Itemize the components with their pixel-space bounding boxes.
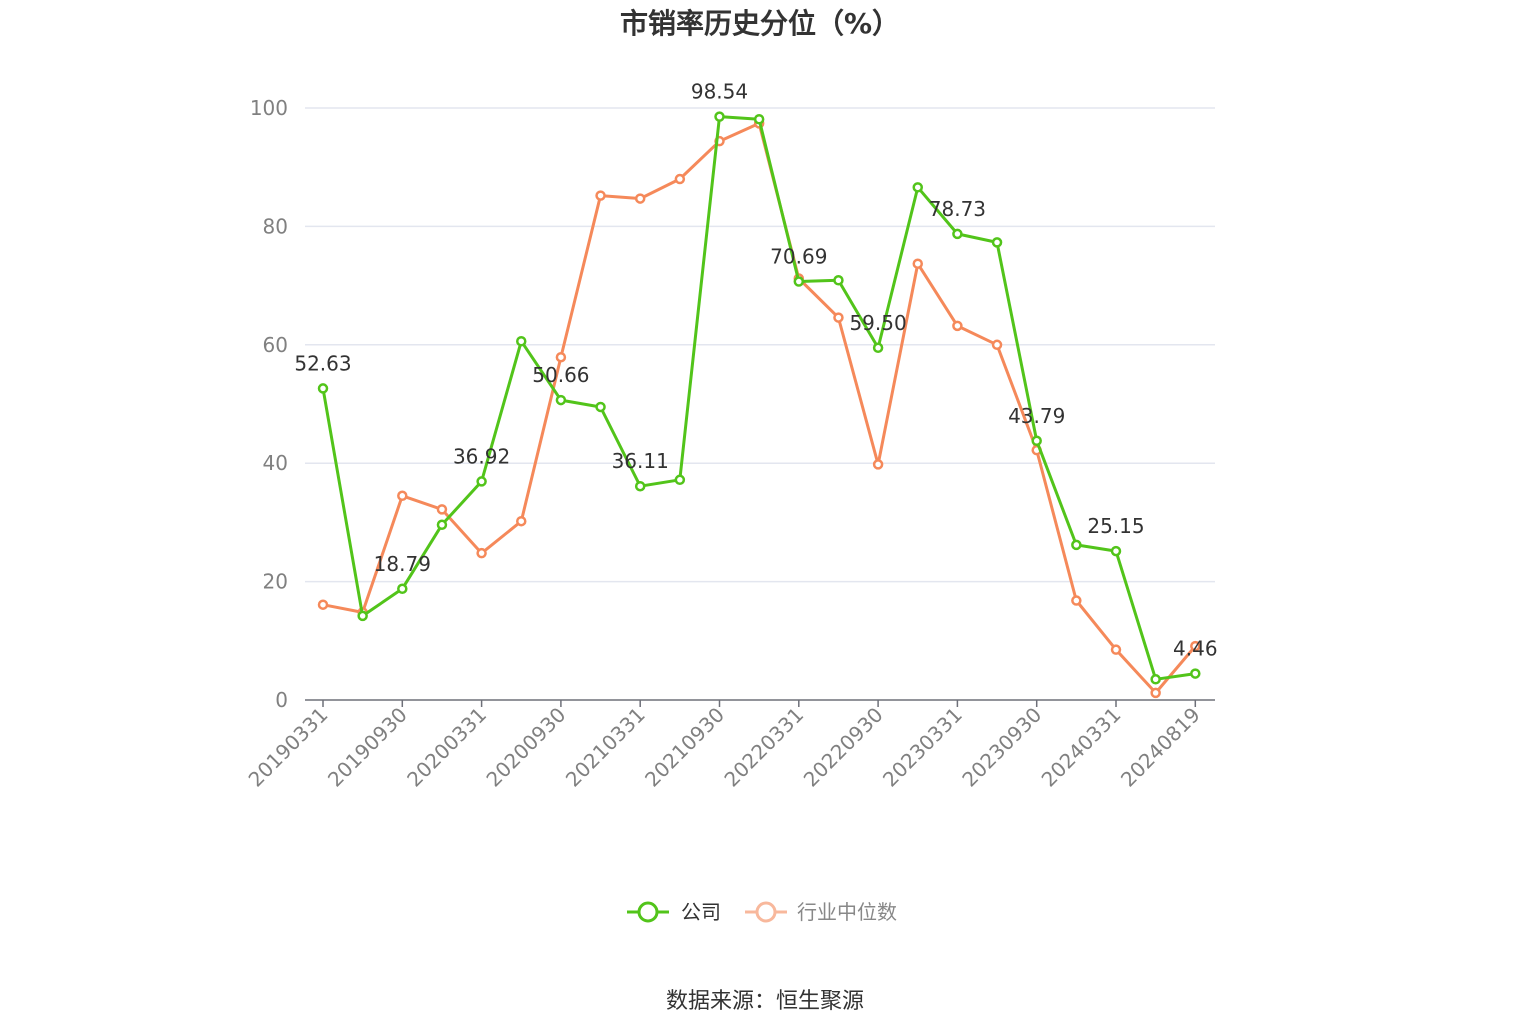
- data-label-20230930: 43.79: [1008, 404, 1065, 428]
- industry-point-20240819: [1190, 640, 1201, 652]
- legend-company-label: 公司: [681, 900, 721, 924]
- x-tick-label-20190331: 20190331: [244, 703, 333, 792]
- x-tick-label-20190930: 20190930: [323, 703, 412, 792]
- industry-point-20210331: [634, 193, 646, 204]
- x-tick-label-20200930: 20200930: [481, 703, 570, 792]
- chart-title: 市销率历史分位（%）: [620, 7, 900, 40]
- company-point-20220930: [872, 342, 884, 354]
- company-line: [321, 115, 1196, 681]
- y-tick-label-0: 0: [275, 688, 288, 712]
- industry-median-series: [317, 118, 1201, 699]
- company-point-20220630: [833, 275, 844, 286]
- company-point-20221231: [912, 182, 923, 193]
- company-point-20240630: [1150, 674, 1161, 685]
- y-tick-label-60: 60: [263, 333, 288, 357]
- y-tick-label-40: 40: [263, 451, 288, 475]
- company-point-20230930: [1031, 435, 1042, 447]
- data-label-20190331: 52.63: [294, 351, 351, 375]
- data-label-20200331: 36.92: [453, 444, 510, 468]
- company-point-20190930: [397, 583, 408, 595]
- industry-point-20210630: [674, 173, 686, 185]
- legend-industry-marker: [755, 901, 777, 923]
- data-label-20240331: 25.15: [1087, 514, 1144, 538]
- industry-point-20230630: [991, 339, 1003, 351]
- industry-point-20230331: [952, 320, 963, 332]
- company-point-20230630: [991, 237, 1003, 248]
- legend-company-marker: [637, 901, 659, 923]
- data-label-20190930: 18.79: [374, 552, 431, 576]
- y-axis-ticks: 0 20 40 60 80 100: [250, 96, 288, 712]
- x-tick-label-20230331: 20230331: [878, 703, 967, 792]
- company-point-20201231: [595, 401, 606, 413]
- x-tick-label-20220930: 20220930: [799, 703, 888, 792]
- y-tick-label-80: 80: [263, 214, 288, 238]
- industry-point-20200930: [555, 351, 567, 363]
- x-tick-label-20240331: 20240331: [1037, 703, 1126, 792]
- industry-point-20200630: [516, 515, 527, 527]
- company-point-20220331: [793, 276, 805, 287]
- company-point-20240331: [1110, 545, 1122, 557]
- data-label-20220930: 59.50: [849, 311, 906, 335]
- company-point-20191231: [436, 519, 448, 531]
- x-axis-ticks: 2019033120190930202003312020093020210331…: [244, 700, 1205, 792]
- data-label-20210331: 36.11: [612, 449, 669, 473]
- data-label-20210930: 98.54: [691, 80, 748, 104]
- legend: 公司 行业中位数: [627, 900, 897, 924]
- industry-point-20190930: [397, 490, 408, 502]
- industry-point-20221231: [912, 258, 923, 269]
- company-point-20210331: [634, 480, 646, 492]
- legend-item-industry[interactable]: 行业中位数: [745, 900, 897, 924]
- company-point-20230331: [952, 228, 963, 240]
- industry-point-20240331: [1110, 644, 1122, 655]
- data-label-20240819: 4.46: [1173, 637, 1218, 661]
- x-tick-label-20200331: 20200331: [402, 703, 491, 792]
- legend-industry-label: 行业中位数: [797, 900, 897, 924]
- x-tick-label-20210331: 20210331: [561, 703, 650, 792]
- industry-point-20231231: [1071, 595, 1082, 606]
- company-point-20240819: [1190, 668, 1201, 679]
- company-point-20211231: [753, 113, 765, 125]
- company-point-20200630: [516, 335, 527, 347]
- company-point-20190630: [357, 610, 368, 622]
- company-point-20231231: [1071, 539, 1082, 551]
- x-tick-label-20210930: 20210930: [640, 703, 729, 792]
- y-tick-label-20: 20: [263, 570, 288, 594]
- x-tick-label-20240819: 20240819: [1116, 703, 1205, 792]
- x-tick-label-20230930: 20230930: [957, 703, 1046, 792]
- data-label-20220331: 70.69: [770, 245, 827, 269]
- x-tick-label-20220331: 20220331: [719, 703, 808, 792]
- industry-point-20240630: [1150, 687, 1161, 699]
- grid-lines: [305, 107, 1215, 583]
- company-point-20210930: [714, 111, 725, 122]
- company-series: [317, 111, 1201, 685]
- data-label-20200930: 50.66: [532, 363, 589, 387]
- company-point-20190331: [317, 383, 329, 394]
- company-point-20200930: [555, 394, 567, 406]
- company-point-20210630: [674, 474, 686, 486]
- data-source: 数据来源：恒生聚源: [666, 989, 864, 1014]
- data-label-20230331: 78.73: [929, 197, 986, 221]
- industry-point-20191231: [436, 504, 448, 515]
- industry-point-20200331: [476, 547, 487, 559]
- company-point-20200331: [476, 476, 487, 487]
- industry-point-20220630: [833, 312, 844, 323]
- industry-point-20190331: [317, 599, 329, 610]
- legend-item-company[interactable]: 公司: [627, 900, 721, 924]
- y-tick-label-100: 100: [250, 96, 288, 120]
- data-labels: 52.63 18.79 36.92 50.66 36.11 98.54 70.69 59.50…: [294, 80, 1217, 661]
- industry-point-20220930: [872, 459, 884, 470]
- industry-point-20201231: [595, 190, 606, 201]
